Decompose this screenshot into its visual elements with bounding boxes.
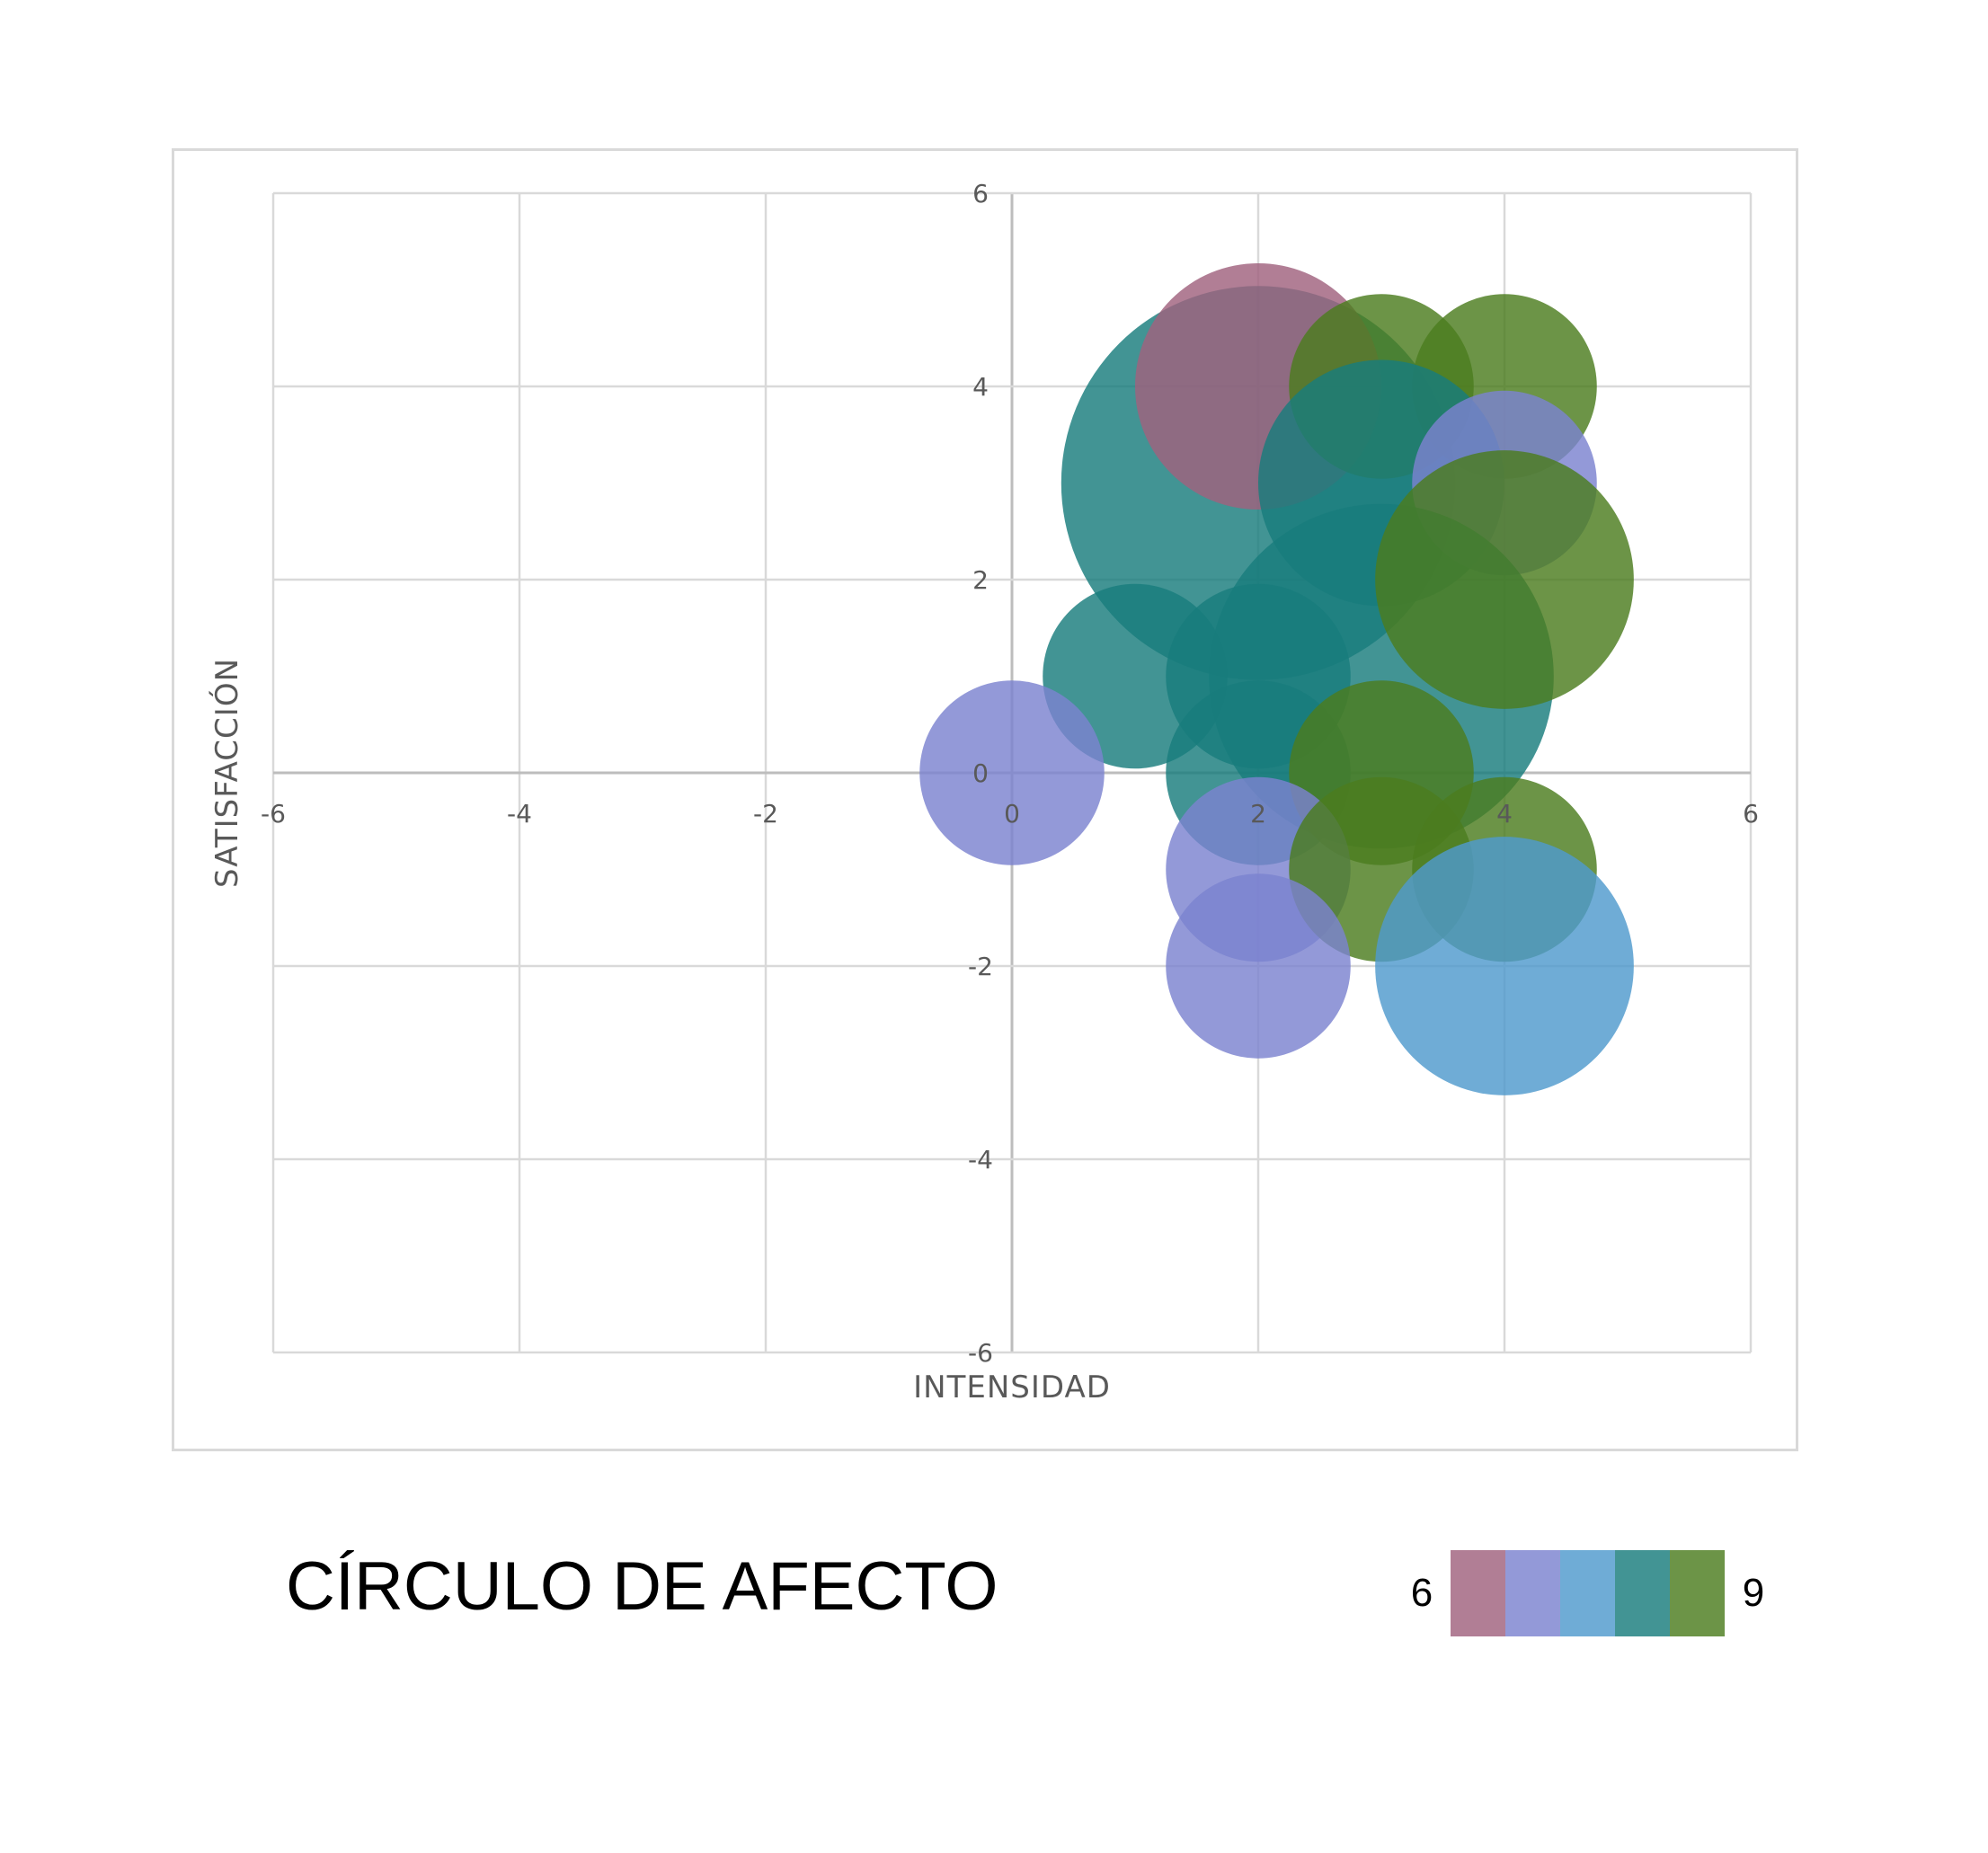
- scale-swatch: [1670, 1550, 1725, 1636]
- scale-swatch: [1615, 1550, 1670, 1636]
- x-tick-label: 4: [1496, 799, 1513, 829]
- bubbles: [919, 263, 1634, 1095]
- y-tick-label: -2: [968, 952, 993, 981]
- x-tick-label: 2: [1250, 799, 1266, 829]
- scale-swatch: [1505, 1550, 1560, 1636]
- scale-swatch: [1451, 1550, 1505, 1636]
- x-axis-title: INTENSIDAD: [913, 1370, 1111, 1405]
- x-tick-label: -2: [753, 799, 778, 829]
- scale-min-label: 6: [1410, 1571, 1433, 1615]
- x-tick-label: 6: [1743, 799, 1759, 829]
- bubble: [1375, 837, 1634, 1095]
- chart-title: CÍRCULO DE AFECTO: [286, 1548, 998, 1625]
- y-tick-label: 0: [972, 758, 989, 788]
- bubble: [919, 680, 1105, 865]
- y-tick-label: -6: [968, 1338, 993, 1368]
- chart-frame: -6 -4 -2 0 2 4 6 6 4 2 0 -2 -4 -6 INTENSIDAD SATISFAC…: [172, 148, 1798, 1451]
- scale-swatch: [1560, 1550, 1615, 1636]
- scale-swatches: [1451, 1550, 1725, 1636]
- y-tick-label: 2: [972, 565, 989, 595]
- tick-labels: -6 -4 -2 0 2 4 6 6 4 2 0 -2 -4 -6: [261, 179, 1759, 1368]
- y-tick-label: -4: [968, 1145, 993, 1175]
- bubble: [1375, 450, 1634, 709]
- y-axis-title: SATISFACCIÓN: [209, 658, 245, 888]
- x-tick-label: -6: [261, 799, 286, 829]
- bubble: [1166, 873, 1351, 1059]
- x-tick-label: -4: [507, 799, 532, 829]
- y-tick-label: 4: [972, 372, 989, 402]
- bubble-plot: -6 -4 -2 0 2 4 6 6 4 2 0 -2 -4 -6 INTENSIDAD SATISFAC…: [209, 179, 1759, 1405]
- y-tick-label: 6: [972, 179, 989, 208]
- x-tick-label: 0: [1004, 799, 1020, 829]
- color-scale-legend: 6 9: [1393, 1550, 1782, 1636]
- scale-max-label: 9: [1742, 1571, 1765, 1615]
